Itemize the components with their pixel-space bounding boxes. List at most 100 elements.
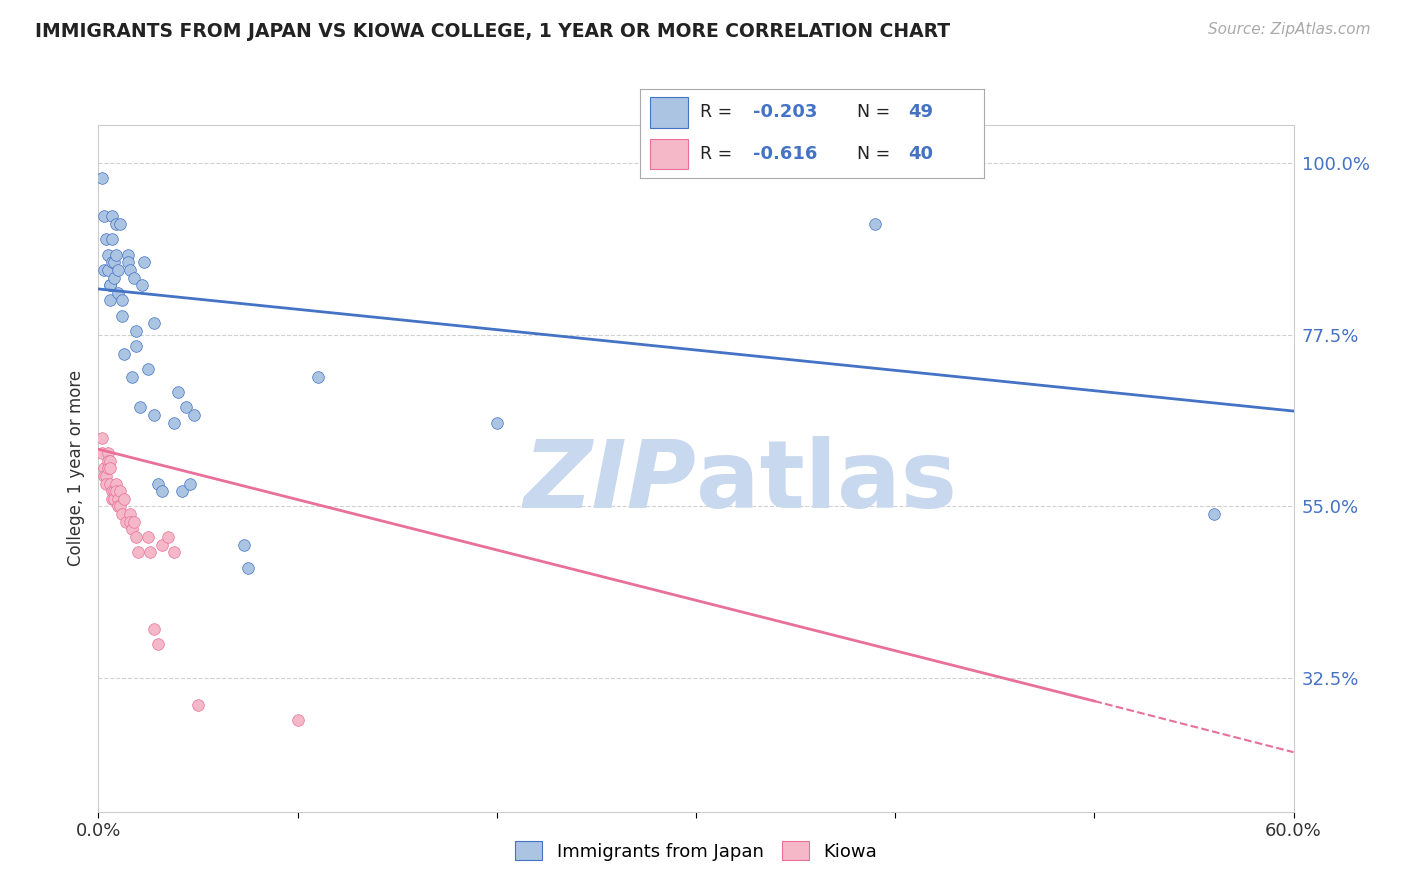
Point xyxy=(117,247,139,261)
Point xyxy=(97,247,120,261)
Point xyxy=(236,560,259,574)
Point xyxy=(112,347,135,361)
Point xyxy=(103,255,125,269)
Point xyxy=(103,484,125,499)
Point xyxy=(100,278,122,293)
Point xyxy=(125,324,148,338)
Point xyxy=(183,408,205,422)
Point xyxy=(143,316,166,330)
Point xyxy=(172,484,194,499)
Point xyxy=(110,500,132,514)
Text: atlas: atlas xyxy=(696,436,957,528)
Point xyxy=(100,293,122,308)
Point xyxy=(121,369,143,384)
Point xyxy=(136,530,159,544)
Text: IMMIGRANTS FROM JAPAN VS KIOWA COLLEGE, 1 YEAR OR MORE CORRELATION CHART: IMMIGRANTS FROM JAPAN VS KIOWA COLLEGE, … xyxy=(35,22,950,41)
Text: N =: N = xyxy=(856,145,896,163)
Text: ZIP: ZIP xyxy=(523,436,696,528)
Point xyxy=(93,461,115,475)
Text: Source: ZipAtlas.com: Source: ZipAtlas.com xyxy=(1208,22,1371,37)
Point xyxy=(111,309,134,323)
Point xyxy=(174,401,197,415)
Text: -0.203: -0.203 xyxy=(754,103,818,121)
Point xyxy=(105,484,128,499)
Point xyxy=(307,369,329,384)
Point xyxy=(105,247,128,261)
Point xyxy=(124,270,146,285)
Point xyxy=(117,255,139,269)
Text: R =: R = xyxy=(700,103,738,121)
Text: 40: 40 xyxy=(908,145,934,163)
Point xyxy=(97,453,120,467)
Point xyxy=(101,255,124,269)
Point xyxy=(101,210,124,224)
Text: -0.616: -0.616 xyxy=(754,145,818,163)
Point xyxy=(187,698,209,712)
Point xyxy=(115,515,138,529)
Point xyxy=(287,713,309,727)
Point xyxy=(105,476,128,491)
Point xyxy=(120,263,142,277)
Point xyxy=(103,491,125,506)
Point xyxy=(100,278,122,293)
Legend: Immigrants from Japan, Kiowa: Immigrants from Japan, Kiowa xyxy=(508,834,884,868)
Point xyxy=(143,622,166,636)
Point xyxy=(97,263,120,277)
Point xyxy=(120,515,142,529)
Point xyxy=(863,217,887,231)
Point xyxy=(93,263,115,277)
Point xyxy=(111,293,134,308)
Point xyxy=(125,530,148,544)
Point xyxy=(101,484,124,499)
FancyBboxPatch shape xyxy=(650,139,688,169)
Text: N =: N = xyxy=(856,103,896,121)
Point xyxy=(167,384,190,399)
Y-axis label: College, 1 year or more: College, 1 year or more xyxy=(67,370,86,566)
Point xyxy=(157,530,180,544)
Point xyxy=(163,416,186,430)
Point xyxy=(96,232,118,246)
Point xyxy=(127,545,149,559)
Point xyxy=(148,476,170,491)
Point xyxy=(485,416,508,430)
Point xyxy=(93,469,115,483)
Point xyxy=(91,431,114,445)
Point xyxy=(105,217,128,231)
Point xyxy=(96,476,118,491)
Point xyxy=(103,270,125,285)
Point xyxy=(232,538,254,552)
Point xyxy=(101,232,124,246)
Point xyxy=(120,507,142,521)
Point xyxy=(1202,507,1225,521)
Point xyxy=(110,217,132,231)
Point xyxy=(107,491,129,506)
Point xyxy=(91,171,114,186)
Point xyxy=(96,469,118,483)
Point xyxy=(143,408,166,422)
Point xyxy=(111,507,134,521)
Point xyxy=(93,210,115,224)
Point xyxy=(163,545,186,559)
Point xyxy=(125,339,148,353)
Point xyxy=(150,538,173,552)
Point xyxy=(148,637,170,651)
Point xyxy=(179,476,201,491)
Text: R =: R = xyxy=(700,145,738,163)
FancyBboxPatch shape xyxy=(650,97,688,128)
Point xyxy=(107,285,129,300)
Point xyxy=(124,515,146,529)
Point xyxy=(121,522,143,536)
Point xyxy=(100,461,122,475)
Point xyxy=(107,500,129,514)
Point xyxy=(107,263,129,277)
Point xyxy=(100,476,122,491)
Point xyxy=(91,446,114,460)
Point xyxy=(112,491,135,506)
Text: 49: 49 xyxy=(908,103,934,121)
Point xyxy=(136,362,159,376)
Point xyxy=(129,401,152,415)
Point xyxy=(101,491,124,506)
Point xyxy=(110,484,132,499)
Point xyxy=(97,461,120,475)
Point xyxy=(139,545,162,559)
